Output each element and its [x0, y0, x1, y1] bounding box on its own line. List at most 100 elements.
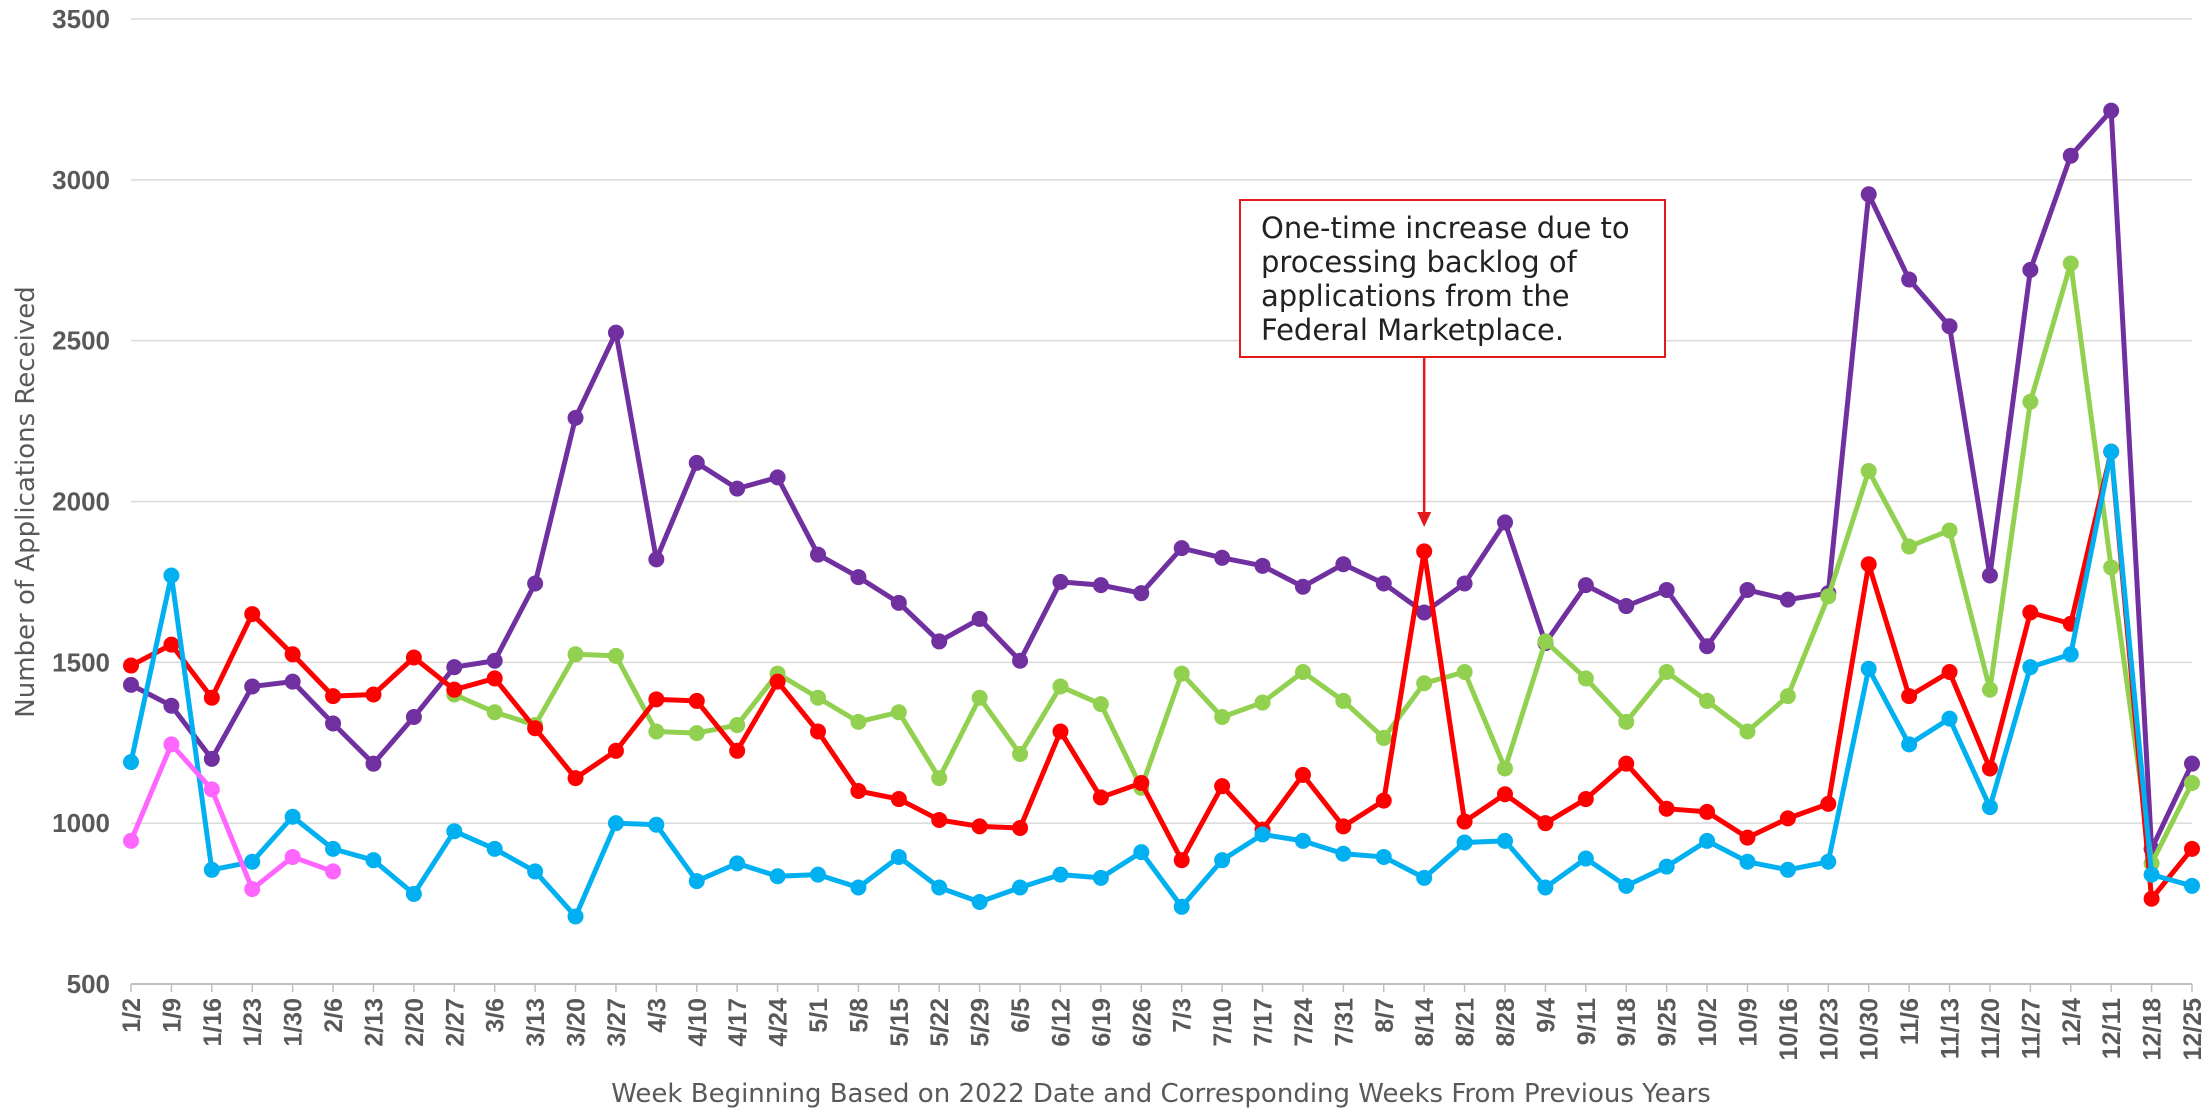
data-point: [2184, 755, 2200, 772]
data-point: [123, 657, 139, 674]
x-tick-label: 6/19: [1088, 998, 1116, 1047]
data-point: [446, 681, 463, 698]
data-point: [1699, 638, 1716, 655]
data-point: [2022, 604, 2039, 621]
data-point: [1497, 832, 1513, 849]
data-point: [1416, 869, 1433, 886]
data-point: [1052, 573, 1069, 590]
data-point: [1294, 832, 1311, 849]
data-point: [1092, 577, 1109, 594]
x-tick-label: 11/20: [1977, 998, 2005, 1059]
data-point: [1981, 760, 1998, 777]
data-point: [769, 673, 786, 690]
data-point: [2184, 877, 2200, 894]
data-point: [1416, 675, 1433, 692]
data-point: [2143, 890, 2160, 907]
data-point: [729, 480, 746, 497]
x-tick-label: 12/11: [2098, 998, 2126, 1059]
x-tick-label: 10/9: [1734, 998, 1762, 1047]
data-point: [607, 815, 624, 832]
data-point: [1699, 803, 1716, 820]
data-point: [1133, 585, 1150, 602]
data-point: [729, 855, 746, 872]
data-point: [1901, 688, 1918, 705]
data-point: [1497, 786, 1513, 803]
data-point: [769, 868, 786, 885]
data-point: [1739, 829, 1756, 846]
data-point: [648, 723, 665, 740]
y-axis-label: Number of Applications Received: [11, 286, 41, 717]
data-point: [527, 575, 544, 592]
data-point: [688, 692, 705, 709]
y-tick-label: 1500: [52, 647, 110, 677]
data-point: [1739, 853, 1756, 870]
data-point: [688, 873, 705, 890]
data-point: [1658, 800, 1675, 817]
data-point: [123, 832, 139, 849]
data-point: [1173, 540, 1190, 557]
data-point: [850, 713, 867, 730]
x-tick-label: 8/21: [1452, 998, 1480, 1047]
x-tick-label: 10/30: [1856, 998, 1884, 1061]
data-point: [1860, 462, 1877, 479]
data-point: [1860, 556, 1877, 573]
data-point: [1214, 778, 1231, 795]
x-tick-label: 4/24: [765, 998, 793, 1047]
x-tick-label: 2/13: [360, 998, 388, 1047]
x-tick-label: 9/11: [1573, 998, 1601, 1045]
annotation-line: One-time increase due to: [1261, 211, 1630, 245]
data-point: [1699, 832, 1716, 849]
data-point: [244, 853, 261, 870]
x-tick-label: 10/16: [1775, 998, 1803, 1061]
x-tick-label: 8/28: [1492, 998, 1520, 1047]
data-point: [1456, 813, 1473, 830]
data-point: [1052, 678, 1069, 695]
data-point: [1537, 815, 1554, 832]
data-point: [405, 885, 422, 902]
annotation-line: applications from the: [1261, 279, 1570, 313]
data-point: [1133, 844, 1150, 861]
gridlines: [131, 18, 2192, 824]
data-point: [890, 848, 907, 865]
data-point: [931, 879, 948, 896]
data-point: [931, 633, 948, 650]
x-tick-label: 9/25: [1654, 998, 1682, 1047]
data-point: [244, 678, 261, 695]
x-tick-label: 6/12: [1047, 998, 1075, 1047]
data-point: [648, 691, 665, 708]
data-point: [567, 908, 584, 925]
data-point: [1456, 663, 1473, 680]
data-point: [284, 646, 301, 663]
data-point: [1981, 799, 1998, 816]
data-point: [1618, 755, 1635, 772]
data-point: [1658, 663, 1675, 680]
x-tick-label: 3/20: [563, 998, 591, 1047]
data-point: [325, 863, 342, 880]
data-point: [1012, 746, 1029, 763]
data-point: [2184, 840, 2200, 857]
data-point: [1941, 663, 1958, 680]
data-point: [1618, 713, 1635, 730]
data-point: [486, 840, 503, 857]
data-point: [648, 551, 665, 568]
series-line: [451, 260, 2195, 866]
annotation-arrowhead: [1417, 512, 1432, 527]
data-point: [1941, 522, 1958, 539]
annotation-text: One-time increase due to processing backl…: [1261, 211, 1630, 347]
data-point: [890, 594, 907, 611]
data-point: [1416, 604, 1433, 621]
data-point: [648, 816, 665, 833]
data-point: [527, 720, 544, 737]
data-point: [446, 659, 463, 676]
y-tick-label: 2000: [52, 487, 110, 517]
y-tick-label: 500: [67, 969, 110, 999]
data-point: [1092, 696, 1109, 713]
data-point: [1133, 774, 1150, 791]
x-tick-label: 9/18: [1613, 998, 1641, 1047]
data-point: [971, 689, 988, 706]
data-point: [1658, 581, 1675, 598]
data-point: [123, 676, 139, 693]
x-tick-label: 8/7: [1371, 998, 1399, 1033]
x-tick-label: 8/14: [1411, 998, 1439, 1047]
